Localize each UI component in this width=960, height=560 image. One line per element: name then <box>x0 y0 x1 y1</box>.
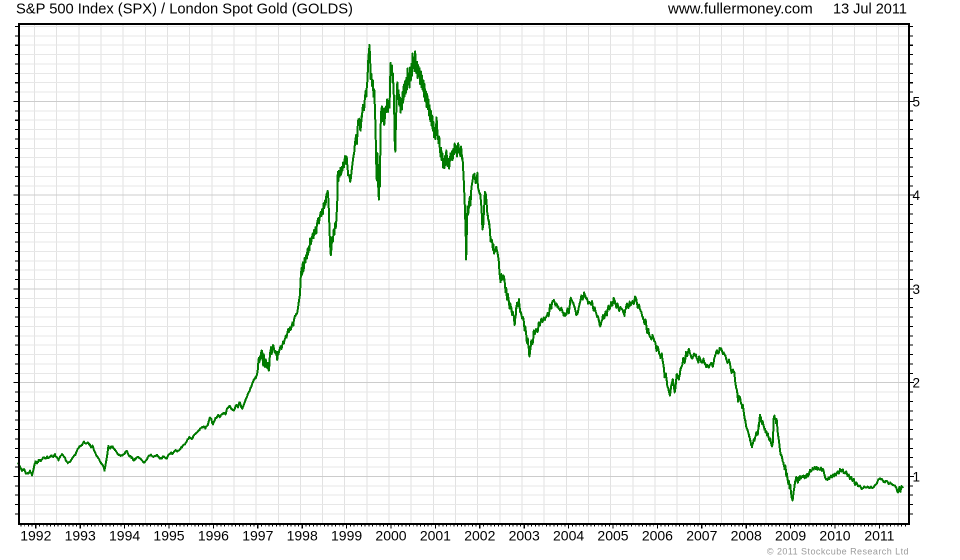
svg-text:2010: 2010 <box>819 528 850 544</box>
svg-text:1996: 1996 <box>198 528 229 544</box>
svg-text:2004: 2004 <box>553 528 584 544</box>
svg-text:2008: 2008 <box>731 528 762 544</box>
svg-text:1992: 1992 <box>20 528 51 544</box>
svg-text:2006: 2006 <box>642 528 673 544</box>
svg-text:13 Jul 2011: 13 Jul 2011 <box>833 2 907 18</box>
svg-text:1998: 1998 <box>287 528 318 544</box>
svg-text:1993: 1993 <box>65 528 96 544</box>
svg-text:2001: 2001 <box>420 528 451 544</box>
svg-text:3: 3 <box>913 282 921 297</box>
svg-text:2003: 2003 <box>509 528 540 544</box>
svg-text:1995: 1995 <box>153 528 184 544</box>
svg-text:© 2011 Stockcube Research Ltd: © 2011 Stockcube Research Ltd <box>767 547 909 557</box>
svg-text:2007: 2007 <box>686 528 717 544</box>
svg-text:www.fullermoney.com: www.fullermoney.com <box>667 1 813 18</box>
svg-text:1999: 1999 <box>331 528 362 544</box>
svg-text:4: 4 <box>913 188 921 203</box>
svg-text:1997: 1997 <box>242 528 273 544</box>
svg-text:5: 5 <box>913 94 921 109</box>
svg-text:1994: 1994 <box>109 528 140 544</box>
svg-text:2011: 2011 <box>864 528 894 544</box>
svg-text:2002: 2002 <box>464 528 495 544</box>
svg-text:2009: 2009 <box>775 528 806 544</box>
svg-text:1: 1 <box>913 469 921 484</box>
svg-text:S&P 500 Index (SPX) / London S: S&P 500 Index (SPX) / London Spot Gold (… <box>16 2 353 18</box>
svg-text:2: 2 <box>913 376 921 391</box>
svg-text:2000: 2000 <box>375 528 406 544</box>
svg-text:2005: 2005 <box>597 528 628 544</box>
